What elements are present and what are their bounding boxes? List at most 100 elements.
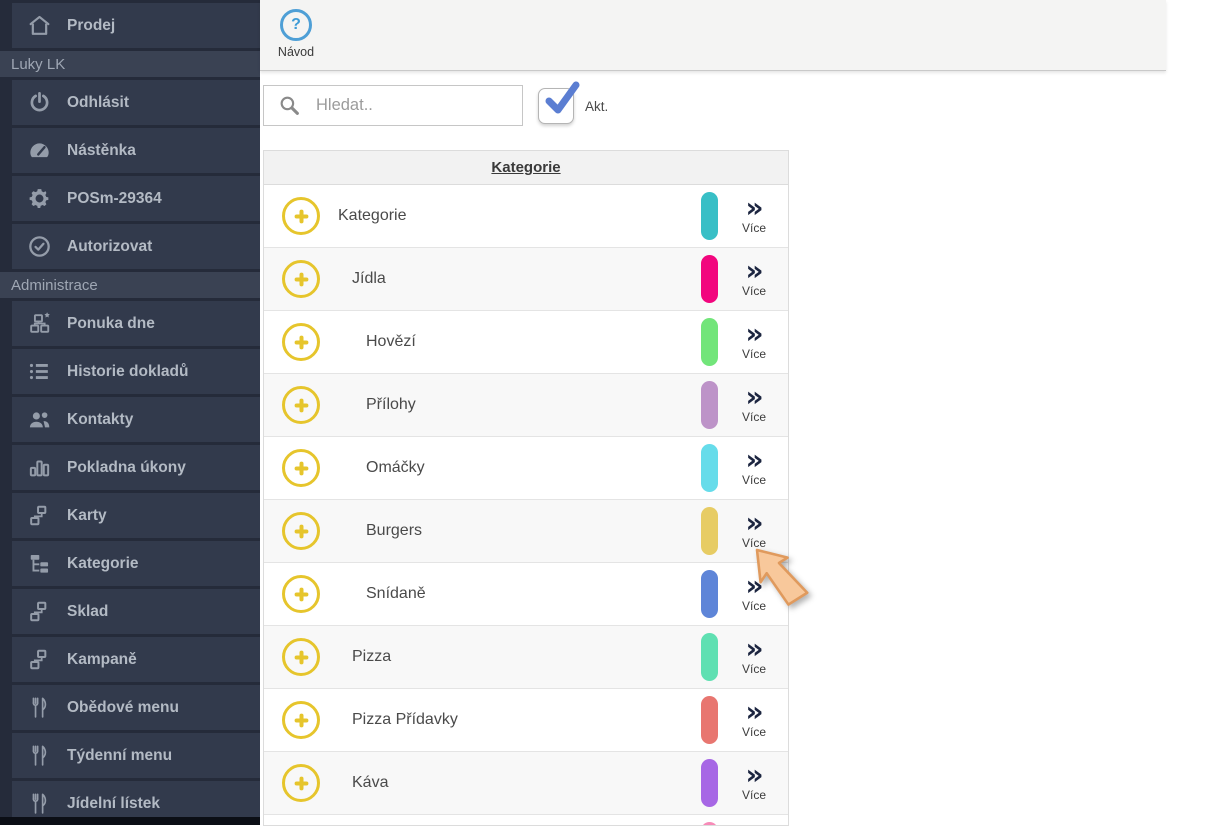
active-filter: Akt. — [538, 81, 609, 124]
sidebar-item-label: Autorizovat — [67, 237, 153, 255]
plus-icon — [291, 458, 312, 479]
plus-icon — [291, 395, 312, 416]
active-checkbox[interactable] — [538, 81, 580, 124]
more-button[interactable]: » Více — [730, 316, 778, 361]
category-color-pill — [701, 255, 718, 303]
more-button[interactable]: » Více — [730, 445, 778, 487]
sidebar-menu: Prodej Luky LK Odhlásit Nástěnka POSm-29364 A… — [0, 0, 260, 825]
cutlery-icon — [27, 695, 52, 720]
more-button[interactable]: » Více — [730, 193, 778, 236]
add-category-button[interactable] — [282, 701, 320, 739]
more-button[interactable]: » Více — [730, 634, 778, 676]
linked-boxes-icon — [27, 503, 52, 528]
table-row: Jídla » Více — [264, 248, 788, 311]
more-label: Více — [741, 410, 766, 425]
category-label: Kategorie — [338, 207, 407, 224]
category-label: Omáčky — [366, 459, 425, 476]
active-checkbox-label: Akt. — [585, 98, 609, 114]
question-circle-icon: ? — [280, 9, 312, 41]
add-category-button[interactable] — [282, 638, 320, 676]
plus-icon — [291, 773, 312, 794]
bar-chart-icon — [27, 455, 52, 480]
more-button[interactable]: » Více — [730, 571, 778, 614]
sidebar-item-label: Prodej — [67, 16, 116, 34]
sidebar-item-label: Týdenní menu — [67, 746, 173, 764]
cutlery-icon — [27, 791, 52, 816]
sidebar-item-pokladna-ukony[interactable]: Pokladna úkony — [12, 445, 260, 490]
category-rows: Kategorie» Více Jídla» Více Hovězí» Více Přílo… — [264, 185, 788, 825]
add-category-button[interactable] — [282, 764, 320, 802]
sidebar-item-ponuka-dne[interactable]: Ponuka dne — [12, 301, 260, 346]
more-button[interactable]: » Více — [730, 760, 778, 802]
question-glyph: ? — [291, 16, 301, 33]
add-category-button[interactable] — [282, 323, 320, 361]
category-color-pill — [701, 759, 718, 807]
cutlery-icon — [27, 743, 52, 768]
chevrons-right-icon: » — [745, 316, 763, 350]
sidebar-item-autorizovat[interactable]: Autorizovat — [12, 224, 260, 269]
more-button[interactable]: » Více — [730, 697, 778, 740]
add-category-button[interactable] — [282, 197, 320, 235]
add-category-button[interactable] — [282, 386, 320, 424]
sidebar-item-nastenka[interactable]: Nástěnka — [12, 128, 260, 173]
category-label: Přílohy — [366, 396, 416, 413]
sidebar-item-historie-dokladu[interactable]: Historie dokladů — [12, 349, 260, 394]
sidebar-item-prodej[interactable]: Prodej — [12, 3, 260, 48]
sidebar-item-odhlasit[interactable]: Odhlásit — [12, 80, 260, 125]
category-label: Pizza Přídavky — [352, 711, 458, 728]
table-row: Snídaně » Více — [264, 563, 788, 626]
category-label: Snídaně — [366, 585, 426, 602]
more-label: Více — [741, 221, 766, 236]
sidebar-item-label: Jídelní lístek — [67, 794, 161, 812]
plus-icon — [291, 710, 312, 731]
help-button[interactable]: ? Návod — [276, 9, 316, 59]
sidebar-item-kampane[interactable]: Kampaně — [12, 637, 260, 682]
sidebar-item-obedove-menu[interactable]: Obědové menu — [12, 685, 260, 730]
help-label: Návod — [277, 45, 315, 59]
sidebar-item-label: Nástěnka — [67, 141, 136, 159]
table-row: Přílohy » Více — [264, 374, 788, 437]
table-row: »Více — [264, 815, 788, 825]
sidebar-section-luky-lk: Luky LK — [0, 51, 260, 77]
sidebar-item-karty[interactable]: Karty — [12, 493, 260, 538]
add-category-button[interactable] — [282, 260, 320, 298]
chevrons-right-icon: » — [745, 379, 763, 413]
gear-icon — [27, 186, 52, 211]
search-input[interactable] — [314, 95, 512, 116]
org-chart-star-icon — [27, 311, 52, 336]
table-row: Pizza Přídavky » Více — [264, 689, 788, 752]
home-icon — [27, 13, 52, 38]
sidebar-item-tydenni-menu[interactable]: Týdenní menu — [12, 733, 260, 778]
sidebar-item-kategorie[interactable]: Kategorie — [12, 541, 260, 586]
linked-boxes-icon — [27, 647, 52, 672]
sidebar-item-sklad[interactable]: Sklad — [12, 589, 260, 634]
table-row: Kategorie » Více — [264, 185, 788, 248]
add-category-button[interactable] — [282, 449, 320, 487]
check-circle-icon — [27, 234, 52, 259]
more-label: Více — [741, 725, 766, 740]
more-label: Více — [741, 599, 766, 614]
sidebar-bottom-bar — [0, 817, 260, 825]
add-category-button[interactable] — [282, 512, 320, 550]
category-color-pill — [701, 822, 718, 825]
linked-boxes-icon — [27, 599, 52, 624]
more-button[interactable]: » Více — [730, 508, 778, 550]
plus-icon — [291, 206, 312, 227]
add-category-button[interactable] — [282, 575, 320, 613]
sidebar-item-posm-29364[interactable]: POSm-29364 — [12, 176, 260, 221]
plus-icon — [291, 269, 312, 290]
more-button[interactable]: » Více — [730, 379, 778, 425]
category-label: Jídla — [352, 270, 386, 287]
filter-row: Akt. — [263, 81, 609, 126]
plus-icon — [291, 647, 312, 668]
search-box[interactable] — [263, 85, 523, 126]
category-color-pill — [701, 192, 718, 240]
sidebar-item-label: Kategorie — [67, 554, 139, 572]
category-color-pill — [701, 444, 718, 492]
more-button[interactable]: » Více — [730, 256, 778, 298]
table-header-kategorie[interactable]: Kategorie — [264, 151, 788, 185]
sidebar-item-kontakty[interactable]: Kontakty — [12, 397, 260, 442]
people-icon — [27, 407, 52, 432]
plus-icon — [291, 332, 312, 353]
